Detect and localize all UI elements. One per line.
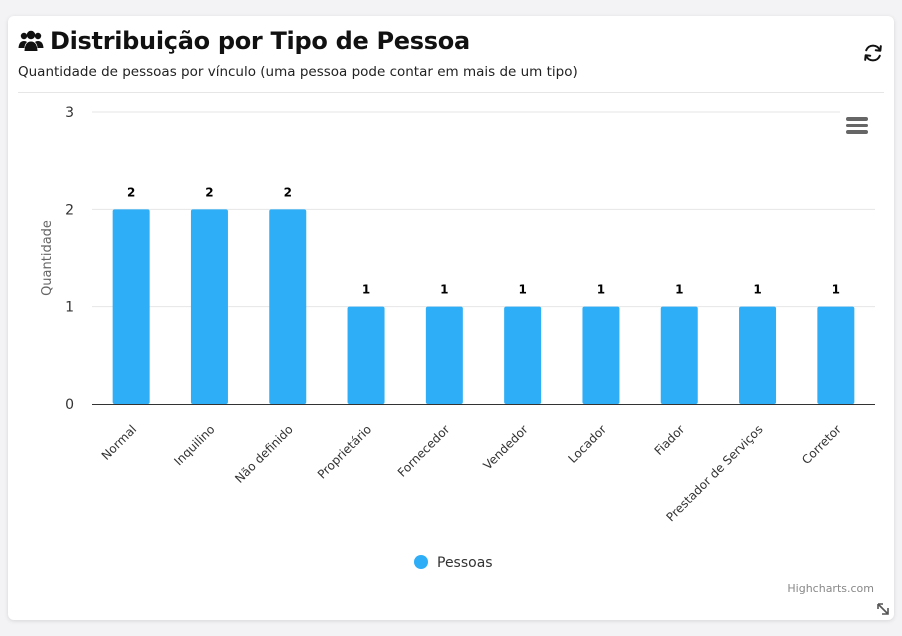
data-label: 2	[127, 185, 135, 199]
bar[interactable]	[190, 209, 228, 404]
bar[interactable]	[347, 306, 385, 404]
refresh-icon[interactable]	[862, 42, 884, 64]
bar[interactable]	[817, 306, 855, 404]
x-tick-label: Vendedor	[480, 422, 530, 472]
x-tick-label: Fiador	[652, 422, 688, 458]
bar[interactable]	[582, 306, 620, 404]
card-header: Distribuição por Tipo de Pessoa Quantida…	[18, 24, 884, 93]
x-tick-label: Corretor	[799, 422, 844, 467]
bar-chart: 0 1 2 3 Quantidade 2 Normal 2 Inquilino 2 Não defi…	[40, 105, 875, 571]
x-tick-label: Não definido	[232, 422, 296, 486]
bar[interactable]	[269, 209, 307, 404]
credits-link[interactable]: Highcharts.com	[787, 582, 874, 595]
hamburger-menu-icon[interactable]	[844, 114, 870, 136]
title-row: Distribuição por Tipo de Pessoa	[18, 24, 470, 58]
data-label: 1	[753, 283, 761, 297]
legend-marker[interactable]	[414, 555, 428, 569]
users-icon	[18, 30, 44, 51]
data-label: 1	[440, 283, 448, 297]
data-label: 1	[518, 283, 526, 297]
bar[interactable]	[425, 306, 463, 404]
data-label: 2	[284, 185, 292, 199]
data-label: 2	[205, 185, 213, 199]
legend-item-pessoas[interactable]: Pessoas	[437, 555, 493, 571]
bar[interactable]	[112, 209, 150, 404]
data-label: 1	[832, 283, 840, 297]
bar[interactable]	[660, 306, 698, 404]
bar[interactable]	[504, 306, 542, 404]
page-title: Distribuição por Tipo de Pessoa	[50, 27, 470, 55]
bar[interactable]	[739, 306, 777, 404]
data-label: 1	[362, 283, 370, 297]
x-tick-label: Fornecedor	[395, 422, 453, 480]
x-tick-label: Normal	[99, 422, 140, 463]
y-tick-label: 0	[65, 397, 74, 413]
data-label: 1	[675, 283, 683, 297]
page-subtitle: Quantidade de pessoas por vínculo (uma p…	[18, 64, 578, 80]
y-tick-label: 2	[65, 202, 74, 218]
y-axis-title: Quantidade	[40, 220, 55, 296]
chart-card: Distribuição por Tipo de Pessoa Quantida…	[8, 16, 894, 620]
data-label: 1	[597, 283, 605, 297]
x-tick-label: Proprietário	[315, 422, 374, 481]
x-tick-label: Inquilino	[171, 422, 217, 468]
y-tick-label: 1	[65, 300, 74, 316]
y-tick-label: 3	[65, 105, 74, 121]
resize-icon[interactable]	[876, 602, 890, 616]
x-tick-label: Locador	[565, 422, 609, 466]
